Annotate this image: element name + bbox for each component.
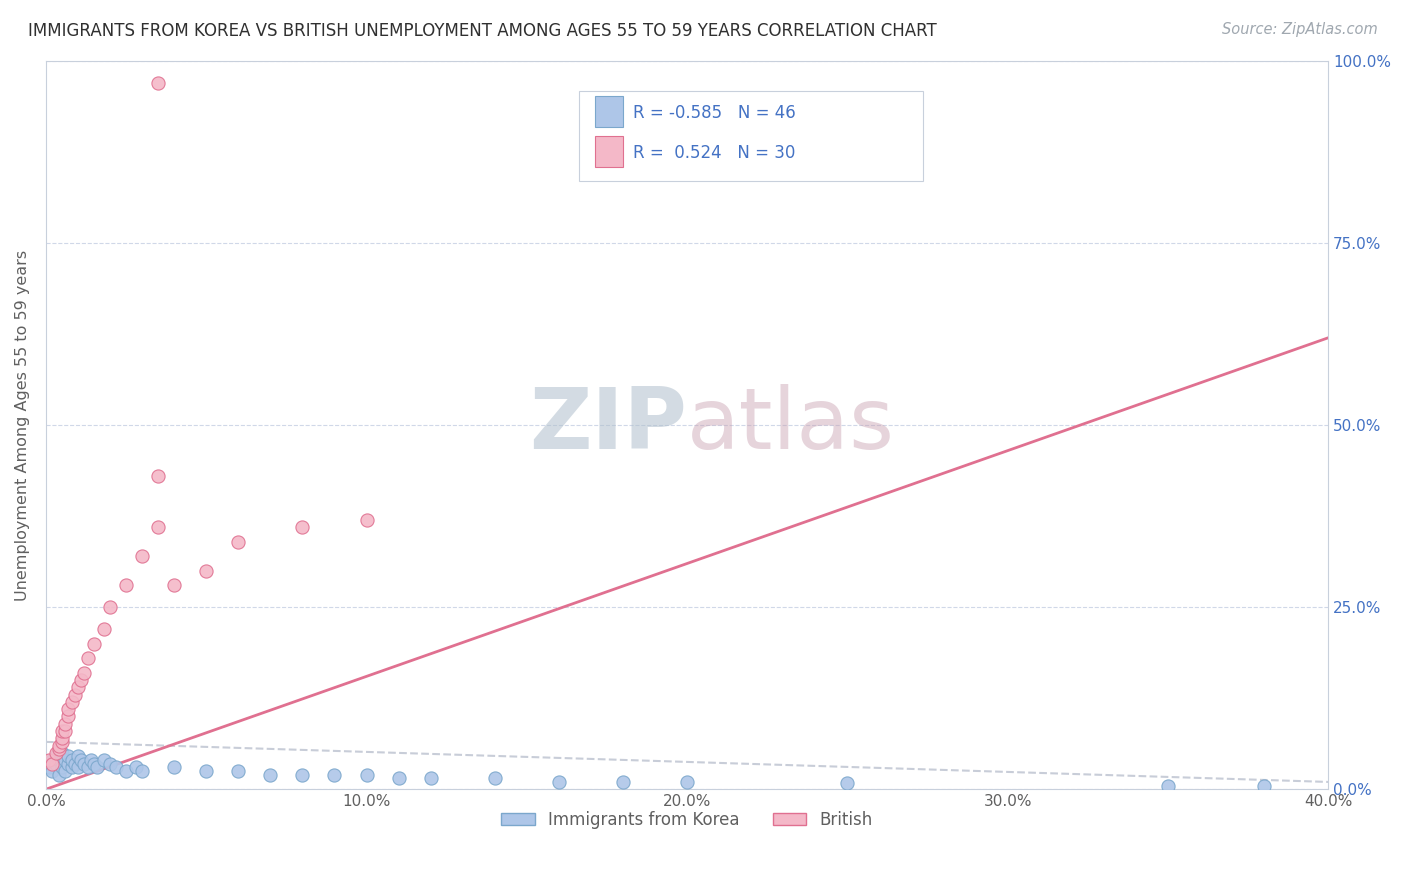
Text: ZIP: ZIP	[529, 384, 688, 467]
Point	[45, 746, 67, 760]
Point	[163, 578, 186, 592]
Point	[63, 756, 86, 771]
Bar	[595, 136, 623, 167]
Point	[45, 749, 67, 764]
Point	[125, 760, 148, 774]
Point	[163, 760, 186, 774]
Text: R = -0.585   N = 46: R = -0.585 N = 46	[633, 103, 796, 122]
Point	[58, 709, 80, 723]
Text: Source: ZipAtlas.com: Source: ZipAtlas.com	[1222, 22, 1378, 37]
Text: R =  0.524   N = 30: R = 0.524 N = 30	[633, 144, 796, 161]
Point	[66, 681, 89, 695]
Legend: Immigrants from Korea, British: Immigrants from Korea, British	[495, 805, 879, 836]
Point	[131, 764, 153, 778]
Point	[356, 513, 378, 527]
Point	[60, 695, 83, 709]
Y-axis label: Unemployment Among Ages 55 to 59 years: Unemployment Among Ages 55 to 59 years	[15, 250, 30, 600]
Point	[93, 622, 115, 636]
FancyBboxPatch shape	[579, 91, 922, 180]
Point	[291, 767, 314, 781]
Point	[51, 731, 73, 746]
Point	[323, 767, 346, 781]
Point	[53, 716, 76, 731]
Point	[1157, 779, 1180, 793]
Point	[837, 776, 859, 790]
Point	[48, 742, 70, 756]
Text: atlas: atlas	[688, 384, 896, 467]
Point	[146, 469, 169, 483]
Point	[86, 760, 108, 774]
Point	[226, 534, 249, 549]
Point	[58, 756, 80, 771]
Point	[60, 760, 83, 774]
Point	[70, 673, 93, 687]
Point	[76, 651, 98, 665]
Point	[48, 767, 70, 781]
Point	[1253, 779, 1275, 793]
Point	[146, 76, 169, 90]
Point	[387, 772, 409, 786]
Point	[48, 739, 70, 753]
Point	[51, 735, 73, 749]
Point	[53, 723, 76, 738]
Point	[51, 760, 73, 774]
Point	[419, 772, 441, 786]
Point	[66, 749, 89, 764]
Point	[51, 723, 73, 738]
Point	[53, 764, 76, 778]
Point	[73, 665, 96, 680]
Point	[93, 753, 115, 767]
Point	[60, 753, 83, 767]
Point	[226, 764, 249, 778]
Point	[146, 520, 169, 534]
Point	[195, 564, 218, 578]
Point	[115, 764, 138, 778]
Point	[70, 753, 93, 767]
Bar	[595, 96, 623, 127]
Point	[131, 549, 153, 564]
Point	[115, 578, 138, 592]
Point	[195, 764, 218, 778]
Text: IMMIGRANTS FROM KOREA VS BRITISH UNEMPLOYMENT AMONG AGES 55 TO 59 YEARS CORRELAT: IMMIGRANTS FROM KOREA VS BRITISH UNEMPLO…	[28, 22, 936, 40]
Point	[73, 756, 96, 771]
Point	[291, 520, 314, 534]
Point	[66, 760, 89, 774]
Point	[41, 753, 63, 767]
Point	[58, 702, 80, 716]
Point	[612, 775, 634, 789]
Point	[484, 772, 506, 786]
Point	[83, 756, 105, 771]
Point	[38, 753, 60, 767]
Point	[76, 760, 98, 774]
Point	[53, 753, 76, 767]
Point	[48, 753, 70, 767]
Point	[63, 688, 86, 702]
Point	[80, 753, 103, 767]
Point	[105, 760, 128, 774]
Point	[547, 775, 569, 789]
Point	[58, 749, 80, 764]
Point	[259, 767, 281, 781]
Point	[676, 775, 699, 789]
Point	[38, 760, 60, 774]
Point	[45, 756, 67, 771]
Point	[41, 764, 63, 778]
Point	[41, 756, 63, 771]
Point	[98, 600, 121, 615]
Point	[83, 637, 105, 651]
Point	[51, 746, 73, 760]
Point	[98, 756, 121, 771]
Point	[356, 767, 378, 781]
